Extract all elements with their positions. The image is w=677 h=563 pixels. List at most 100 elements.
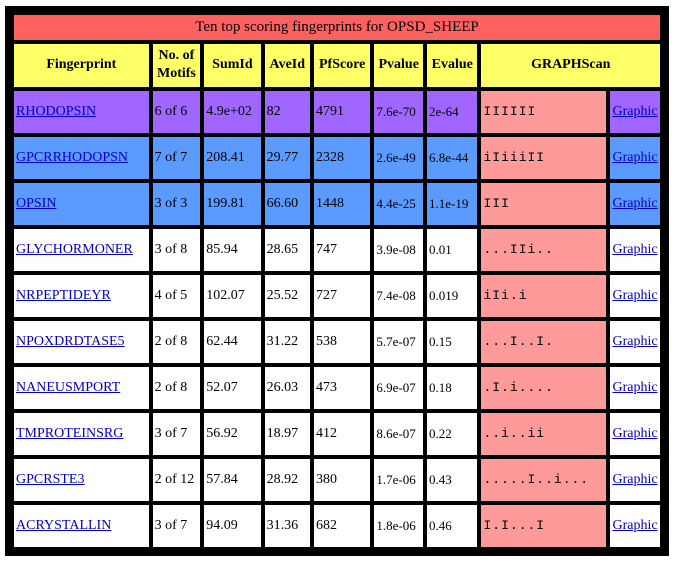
fingerprint-link[interactable]: ACRYSTALLIN [16,518,111,533]
table-row: GPCRSTE3 2 of 12 57.84 28.92 380 1.7e-06 0.43.… [13,458,661,502]
fingerprint-cell: GPCRSTE3 [13,458,150,502]
motifs-cell: 4 of 5 [152,274,202,318]
sumid-cell: 102.07 [203,274,261,318]
header-pvalue: Pvalue [373,43,424,88]
pvalue-cell: 6.9e-07 [373,366,424,410]
table-row: GPCRRHODOPSN 7 of 7 208.41 29.77 2328 2.6e-49… [13,136,661,180]
pvalue-cell: 2.6e-49 [373,136,424,180]
table-row: GLYCHORMONER 3 of 8 85.94 28.65 747 3.9e-08 0.… [13,228,661,272]
fingerprint-table: Ten top scoring fingerprints for OPSD_SH… [11,12,663,550]
pvalue-cell: 1.8e-06 [373,504,424,548]
motifs-cell: 2 of 12 [152,458,202,502]
pvalue-cell: 3.9e-08 [373,228,424,272]
fingerprint-link[interactable]: GLYCHORMONER [16,242,133,257]
motifs-cell: 3 of 3 [152,182,202,226]
fingerprint-cell: GLYCHORMONER [13,228,150,272]
pfscore-cell: 538 [313,320,371,364]
table-row: TMPROTEINSRG 3 of 7 56.92 18.97 412 8.6e-07 0.… [13,412,661,456]
graphic-cell: Graphic [609,228,661,272]
fingerprint-link[interactable]: RHODOPSIN [16,104,96,119]
table-row: OPSIN 3 of 3 199.81 66.60 1448 4.4e-25 1.1e-19… [13,182,661,226]
graphic-link[interactable]: Graphic [612,518,657,533]
graphscan-cell: ...IIi.. [480,228,607,272]
fingerprint-link[interactable]: OPSIN [16,196,56,211]
graphic-link[interactable]: Graphic [612,380,657,395]
header-motifs-line2: Motifs [157,66,196,81]
evalue-cell: 0.01 [426,228,478,272]
fingerprint-link[interactable]: GPCRSTE3 [16,472,84,487]
graphscan-cell: III [480,182,607,226]
results-table-frame: Ten top scoring fingerprints for OPSD_SH… [5,6,669,556]
pfscore-cell: 1448 [313,182,371,226]
graphic-link[interactable]: Graphic [612,288,657,303]
fingerprint-link[interactable]: GPCRRHODOPSN [16,150,128,165]
graphic-cell: Graphic [609,90,661,134]
sumid-cell: 4.9e+02 [203,90,261,134]
table-row: RHODOPSIN 6 of 6 4.9e+02 82 4791 7.6e-70 2e-64… [13,90,661,134]
fingerprint-link[interactable]: NANEUSMPORT [16,380,120,395]
evalue-cell: 1.1e-19 [426,182,478,226]
evalue-cell: 0.43 [426,458,478,502]
fingerprint-link[interactable]: NPOXDRDTASE5 [16,334,125,349]
pvalue-cell: 7.6e-70 [373,90,424,134]
pvalue-cell: 4.4e-25 [373,182,424,226]
sumid-cell: 94.09 [203,504,261,548]
header-motifs: No. of Motifs [152,43,202,88]
motifs-cell: 3 of 7 [152,412,202,456]
header-aveid: AveId [264,43,311,88]
graphic-cell: Graphic [609,320,661,364]
pvalue-cell: 8.6e-07 [373,412,424,456]
motifs-cell: 6 of 6 [152,90,202,134]
graphscan-cell: .....I..i... [480,458,607,502]
fingerprint-link[interactable]: TMPROTEINSRG [16,426,123,441]
sumid-cell: 56.92 [203,412,261,456]
fingerprint-link[interactable]: NRPEPTIDEYR [16,288,111,303]
aveid-cell: 28.92 [264,458,311,502]
evalue-cell: 0.22 [426,412,478,456]
header-sumid: SumId [203,43,261,88]
aveid-cell: 25.52 [264,274,311,318]
pfscore-cell: 727 [313,274,371,318]
aveid-cell: 26.03 [264,366,311,410]
header-graphscan: GRAPHScan [480,43,661,88]
graphic-cell: Graphic [609,366,661,410]
motifs-cell: 2 of 8 [152,366,202,410]
pfscore-cell: 473 [313,366,371,410]
pfscore-cell: 2328 [313,136,371,180]
fingerprint-cell: OPSIN [13,182,150,226]
graphic-cell: Graphic [609,458,661,502]
evalue-cell: 2e-64 [426,90,478,134]
header-pfscore: PfScore [313,43,371,88]
graphscan-cell: .I.i.... [480,366,607,410]
fingerprint-cell: RHODOPSIN [13,90,150,134]
graphic-link[interactable]: Graphic [612,242,657,257]
motifs-cell: 3 of 7 [152,504,202,548]
graphic-link[interactable]: Graphic [612,150,657,165]
motifs-cell: 7 of 7 [152,136,202,180]
graphic-link[interactable]: Graphic [612,426,657,441]
aveid-cell: 31.22 [264,320,311,364]
fingerprint-cell: NPOXDRDTASE5 [13,320,150,364]
graphic-cell: Graphic [609,504,661,548]
graphscan-cell: iIiiiII [480,136,607,180]
graphic-link[interactable]: Graphic [612,104,657,119]
evalue-cell: 0.15 [426,320,478,364]
graphic-cell: Graphic [609,274,661,318]
aveid-cell: 28.65 [264,228,311,272]
sumid-cell: 52.07 [203,366,261,410]
pfscore-cell: 412 [313,412,371,456]
table-row: NANEUSMPORT 2 of 8 52.07 26.03 473 6.9e-07 0.1… [13,366,661,410]
header-fingerprint: Fingerprint [13,43,150,88]
graphic-link[interactable]: Graphic [612,472,657,487]
aveid-cell: 18.97 [264,412,311,456]
graphscan-cell: iIi.i [480,274,607,318]
graphic-link[interactable]: Graphic [612,196,657,211]
fingerprint-cell: ACRYSTALLIN [13,504,150,548]
aveid-cell: 82 [264,90,311,134]
graphic-link[interactable]: Graphic [612,334,657,349]
evalue-cell: 0.019 [426,274,478,318]
motifs-cell: 2 of 8 [152,320,202,364]
table-title: Ten top scoring fingerprints for OPSD_SH… [13,14,661,41]
header-motifs-line1: No. of [159,48,195,63]
graphic-cell: Graphic [609,412,661,456]
